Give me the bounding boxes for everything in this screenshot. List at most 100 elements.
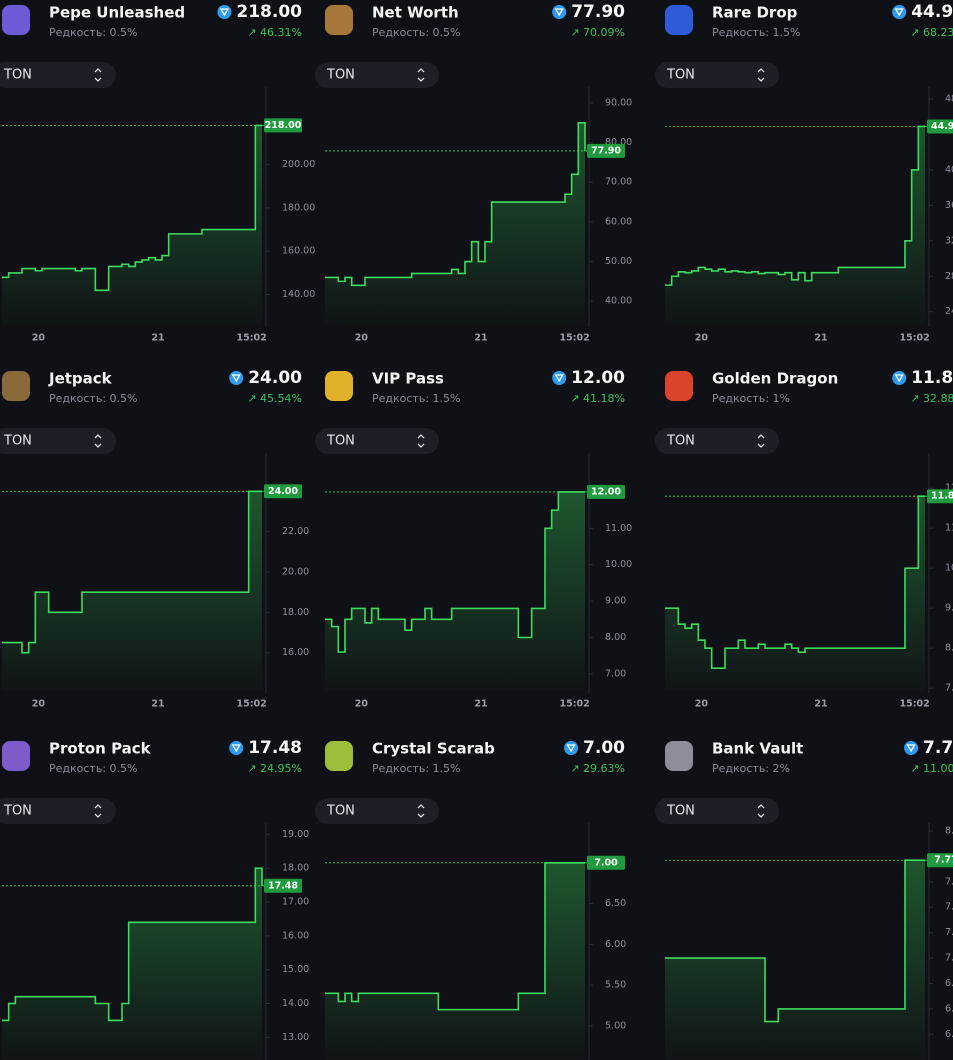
- currency-select[interactable]: TON: [655, 428, 779, 454]
- x-tick-label: 15:02: [899, 699, 929, 710]
- select-pill[interactable]: [0, 798, 116, 824]
- y-tick-label: 6.50: [605, 898, 626, 909]
- ton-glyph: [894, 374, 904, 383]
- select-label: TON: [666, 434, 695, 449]
- select-label: TON: [3, 68, 32, 83]
- price-line: [665, 125, 925, 286]
- item-price: 12.00: [571, 368, 625, 388]
- currency-select[interactable]: TON: [655, 798, 779, 824]
- y-tick-label: 8.00: [945, 826, 953, 837]
- item-change: ↗ 68.23%: [910, 26, 953, 39]
- card[interactable]: Crystal Scarab Редкость: 1.5% 7.00 ↗ 29.63%…: [315, 738, 626, 1060]
- y-tick-label: 22.00: [282, 526, 309, 537]
- item-price: 17.48: [248, 738, 302, 758]
- x-tick-label: 20: [32, 333, 46, 344]
- ton-icon: [229, 371, 244, 385]
- y-tick-label: 7.20: [945, 927, 953, 938]
- select-pill[interactable]: [0, 62, 116, 88]
- select-pill[interactable]: [655, 798, 779, 824]
- last-price-label: 218.00: [265, 120, 302, 131]
- price-area: [325, 491, 585, 691]
- ton-glyph: [219, 8, 230, 17]
- currency-select[interactable]: TON: [655, 62, 779, 88]
- select-pill[interactable]: [655, 428, 779, 454]
- item-rarity: Редкость: 2%: [712, 762, 790, 775]
- y-tick-label: 7.00: [945, 953, 953, 964]
- item-price: 44.90: [911, 2, 953, 22]
- item-change: ↗ 29.63%: [570, 762, 625, 775]
- item-rarity: Редкость: 0.5%: [49, 26, 137, 39]
- y-tick-label: 16.00: [282, 930, 309, 941]
- item-name: Net Worth: [372, 4, 459, 22]
- select-pill[interactable]: [315, 62, 439, 88]
- card[interactable]: Golden Dragon Редкость: 1% 11.80 ↗ 32.88% TO…: [655, 368, 953, 710]
- currency-select[interactable]: TON: [315, 428, 439, 454]
- item-price: 218.00: [236, 2, 302, 22]
- last-price-tag: [927, 853, 953, 868]
- item-name: Rare Drop: [712, 4, 798, 22]
- last-price-label: 17.48: [268, 880, 298, 891]
- price-line: [2, 490, 262, 654]
- currency-select[interactable]: TON: [0, 428, 116, 454]
- currency-select[interactable]: TON: [315, 798, 439, 824]
- y-tick-label: 200.00: [282, 159, 315, 170]
- item-rarity: Редкость: 1.5%: [372, 762, 460, 775]
- y-tick-label: 50.00: [605, 256, 632, 267]
- ton-glyph: [906, 744, 916, 753]
- card[interactable]: Bank Vault Редкость: 2% 7.77 ↗ 11.00% TON 6.4…: [655, 738, 953, 1060]
- y-tick-label: 6.60: [945, 1003, 953, 1014]
- item-name: Jetpack: [48, 370, 113, 388]
- price-area: [2, 868, 262, 1060]
- currency-select[interactable]: TON: [0, 62, 116, 88]
- ton-icon: [229, 741, 244, 755]
- ton-glyph: [231, 744, 241, 753]
- x-tick-label: 20: [32, 699, 46, 710]
- y-tick-label: 8.00: [605, 632, 626, 643]
- y-tick-label: 11.00: [605, 523, 632, 534]
- last-price-tag: [587, 855, 625, 870]
- card[interactable]: Jetpack Редкость: 0.5% 24.00 ↗ 45.54% TON 16.…: [0, 368, 309, 710]
- price-area: [665, 126, 925, 325]
- x-tick-label: 20: [355, 699, 369, 710]
- last-price-label: 12.00: [591, 486, 621, 497]
- y-tick-label: 6.40: [945, 1029, 953, 1040]
- select-pill[interactable]: [315, 428, 439, 454]
- card[interactable]: VIP Pass Редкость: 1.5% 12.00 ↗ 41.18% TON 7.…: [315, 368, 632, 710]
- last-price-tag: [587, 143, 625, 158]
- currency-select[interactable]: TON: [315, 62, 439, 88]
- y-tick-label: 9.00: [945, 603, 953, 614]
- card[interactable]: Proton Pack Редкость: 0.5% 17.48 ↗ 24.95% TO…: [0, 738, 309, 1060]
- card[interactable]: Rare Drop Редкость: 1.5% 44.90 ↗ 68.23% TON 2…: [655, 2, 953, 344]
- select-pill[interactable]: [315, 798, 439, 824]
- y-tick-label: 17.00: [282, 897, 309, 908]
- select-chevron: [757, 68, 765, 82]
- item-icon: [325, 5, 353, 35]
- select-pill[interactable]: [655, 62, 779, 88]
- ton-glyph: [894, 8, 904, 17]
- item-change: ↗ 45.54%: [247, 392, 302, 405]
- price-area: [325, 122, 585, 325]
- price-line: [665, 859, 925, 1023]
- item-change: ↗ 41.18%: [570, 392, 625, 405]
- currency-select[interactable]: TON: [0, 798, 116, 824]
- price-line: [2, 124, 262, 292]
- y-tick-label: 6.00: [605, 939, 626, 950]
- select-pill[interactable]: [0, 428, 116, 454]
- select-chevron: [417, 804, 425, 818]
- select-chevron: [757, 804, 765, 818]
- ton-glyph: [554, 8, 564, 17]
- x-tick-label: 15:02: [236, 699, 266, 710]
- price-area: [665, 860, 925, 1060]
- item-name: Crystal Scarab: [372, 740, 495, 758]
- last-price-label: 7.77: [934, 855, 953, 866]
- y-tick-label: 160.00: [282, 246, 315, 257]
- y-tick-label: 12.00: [945, 483, 953, 494]
- card[interactable]: Pepe Unleashed Редкость: 0.5% 218.00 ↗ 46.3…: [0, 2, 315, 344]
- x-tick-label: 15:02: [559, 699, 589, 710]
- y-tick-label: 180.00: [282, 202, 315, 213]
- item-price: 11.80: [911, 368, 953, 388]
- card[interactable]: Net Worth Редкость: 0.5% 77.90 ↗ 70.09% TON 4…: [315, 2, 632, 344]
- item-icon: [325, 741, 353, 771]
- item-rarity: Редкость: 0.5%: [49, 762, 137, 775]
